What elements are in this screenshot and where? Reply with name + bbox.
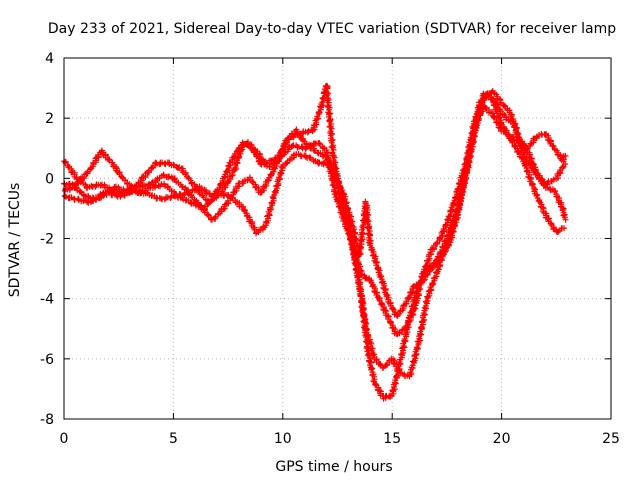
y-tick-label: 2 <box>45 111 54 127</box>
x-axis-label: GPS time / hours <box>275 459 392 475</box>
x-tick-label: 15 <box>383 431 401 447</box>
x-tick-label: 25 <box>602 431 620 447</box>
y-axis-ticks: -8 -6 -4 -2 0 2 4 <box>40 51 611 428</box>
x-axis-ticks: 0 5 10 15 20 25 <box>60 58 620 447</box>
x-tick-label: 0 <box>60 431 69 447</box>
x-tick-label: 20 <box>493 431 511 447</box>
chart-title: Day 233 of 2021, Sidereal Day-to-day VTE… <box>48 21 616 37</box>
y-tick-label: -4 <box>40 292 54 308</box>
y-tick-label: 4 <box>45 51 54 67</box>
y-tick-label: -2 <box>40 232 54 248</box>
plot-area-marks <box>61 82 569 402</box>
y-axis-label: SDTVAR / TECUs <box>7 183 23 298</box>
x-tick-label: 5 <box>169 431 178 447</box>
series-track-d <box>61 103 569 319</box>
y-tick-label: 0 <box>45 171 54 187</box>
y-tick-label: -6 <box>40 352 54 368</box>
x-tick-label: 10 <box>274 431 292 447</box>
y-tick-label: -8 <box>40 412 54 428</box>
